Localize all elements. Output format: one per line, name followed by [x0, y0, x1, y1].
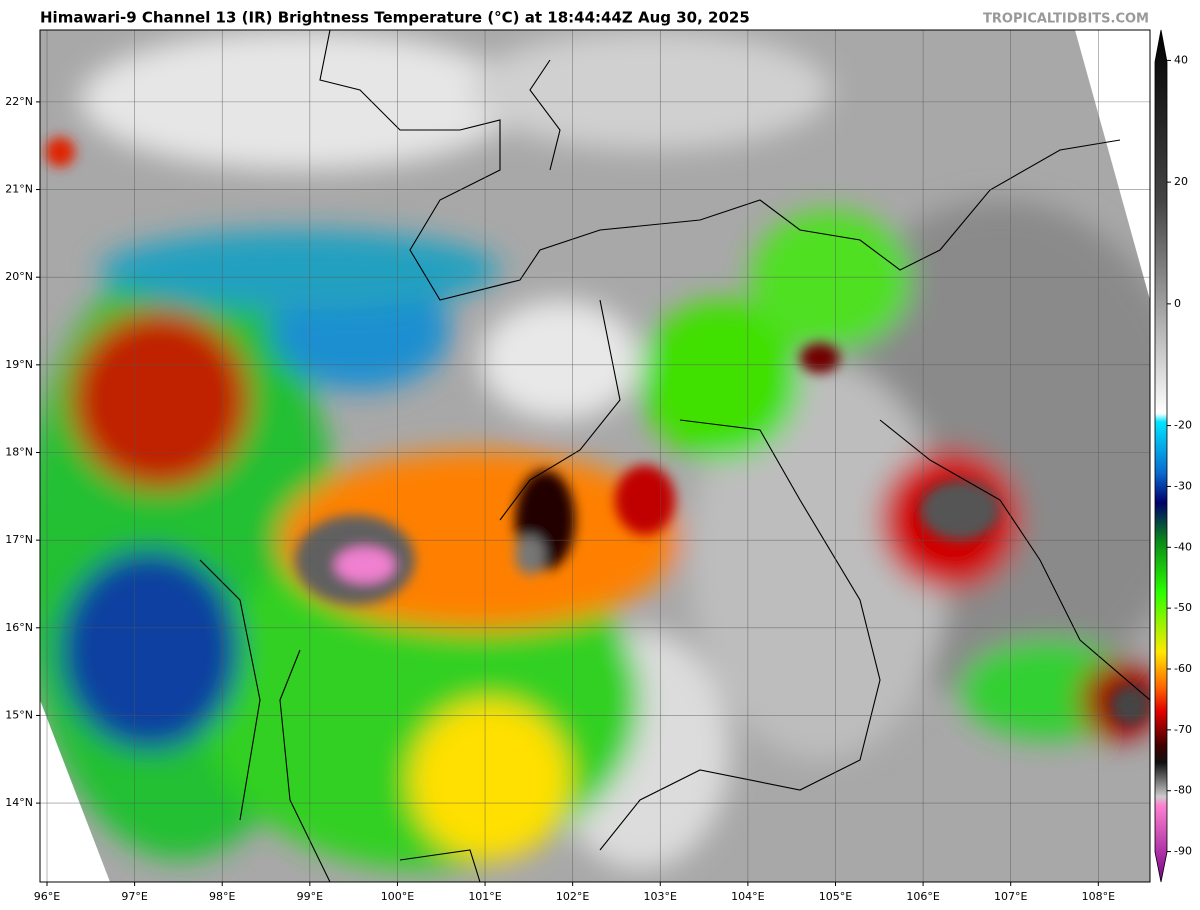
satellite-imagery [40, 30, 1150, 882]
lon-tick-label: 108°E [1082, 890, 1115, 903]
lon-tick-label: 103°E [644, 890, 677, 903]
title: Himawari-9 Channel 13 (IR) Brightness Te… [40, 9, 750, 27]
colorbar-tick-label: 20 [1174, 175, 1188, 188]
colorbar-tick-label: -50 [1174, 601, 1192, 614]
lat-tick-label: 18°N [5, 445, 33, 458]
colorbar-tick-label: 40 [1174, 53, 1188, 66]
colorbar-tick-label: -70 [1174, 723, 1192, 736]
lon-tick-label: 100°E [381, 890, 414, 903]
colorbar [1154, 29, 1168, 883]
colorbar-tick-label: -90 [1174, 845, 1192, 858]
lat-tick-label: 16°N [5, 621, 33, 634]
lon-tick-label: 104°E [731, 890, 764, 903]
colorbar-tick-label: -20 [1174, 419, 1192, 432]
colorbar-tick-label: 0 [1174, 297, 1181, 310]
lon-tick-label: 99°E [297, 890, 323, 903]
lat-tick-label: 20°N [5, 270, 33, 283]
lat-tick-label: 14°N [5, 796, 33, 809]
lon-tick-label: 106°E [906, 890, 939, 903]
lon-tick-label: 98°E [209, 890, 235, 903]
lat-tick-label: 21°N [5, 183, 33, 196]
lat-tick-label: 19°N [5, 358, 33, 371]
colorbar-tick-label: -80 [1174, 784, 1192, 797]
lat-tick-label: 17°N [5, 533, 33, 546]
colorbar-tick-label: -60 [1174, 662, 1192, 675]
lat-tick-label: 22°N [5, 95, 33, 108]
lon-tick-label: 96°E [34, 890, 60, 903]
watermark: TROPICALTIDBITS.COM [983, 12, 1149, 27]
lon-tick-label: 105°E [819, 890, 852, 903]
colorbar-tick-label: -30 [1174, 479, 1192, 492]
lon-tick-label: 97°E [121, 890, 147, 903]
lon-tick-label: 107°E [994, 890, 1027, 903]
colorbar-tick-label: -40 [1174, 540, 1192, 553]
lon-tick-label: 101°E [468, 890, 501, 903]
plot-frame [39, 29, 1151, 883]
lon-tick-label: 102°E [556, 890, 589, 903]
lat-tick-label: 15°N [5, 708, 33, 721]
